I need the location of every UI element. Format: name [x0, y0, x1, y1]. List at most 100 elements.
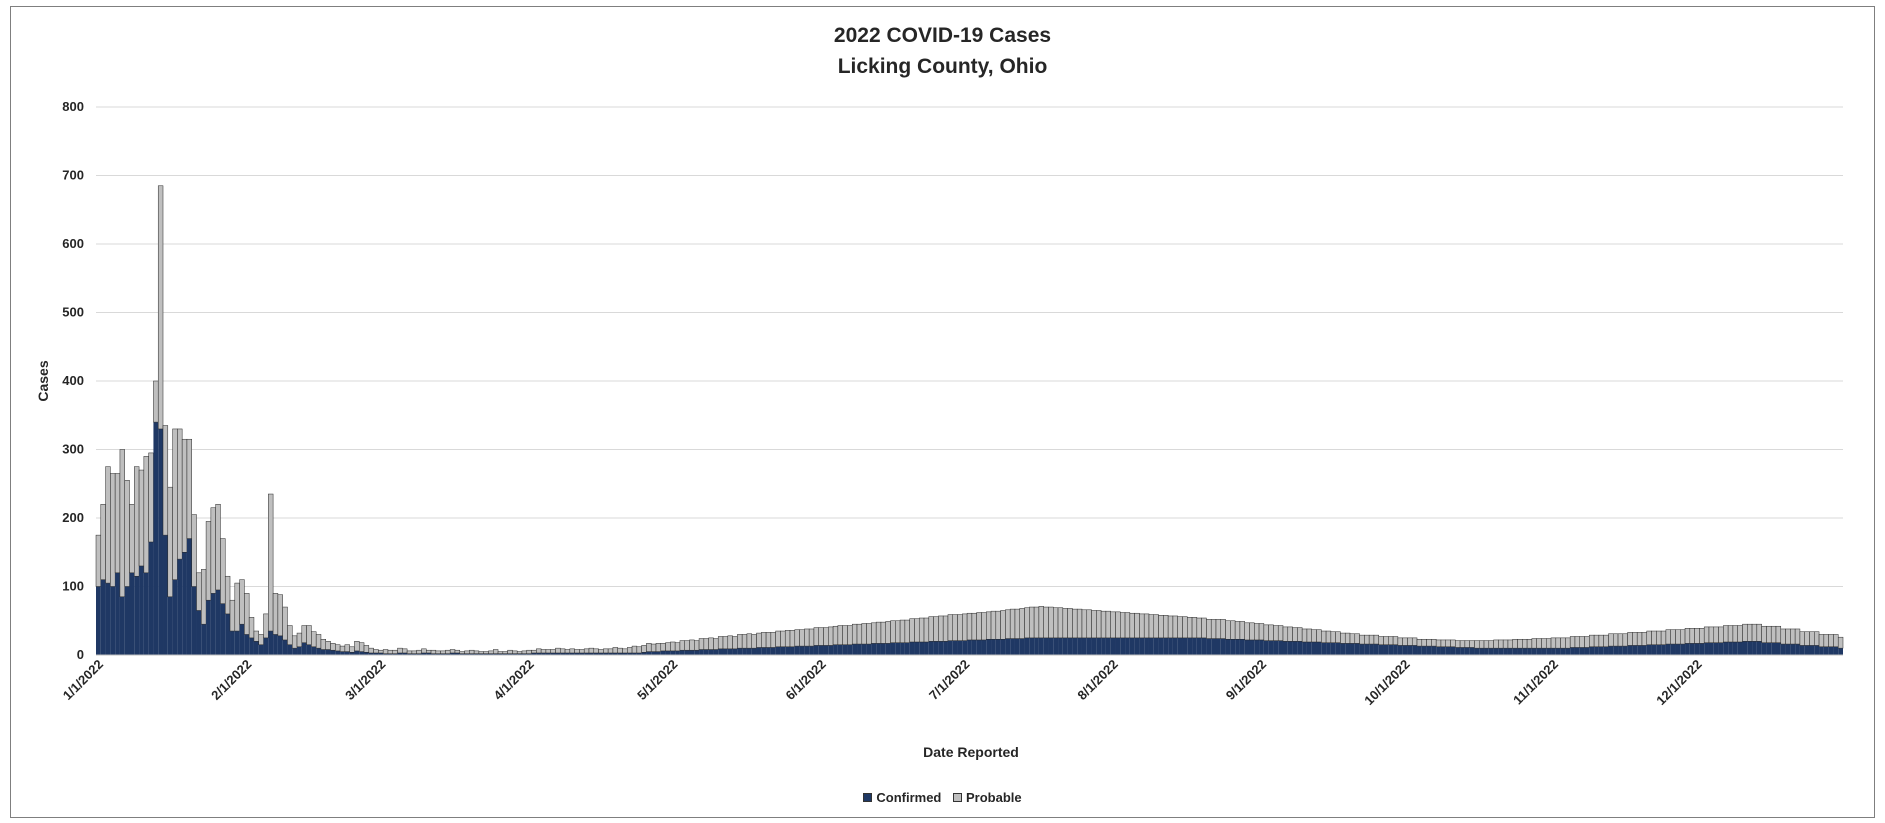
bar-confirmed — [646, 651, 652, 655]
bar-confirmed — [359, 651, 365, 655]
bar-confirmed — [1354, 643, 1360, 655]
bar-probable — [1019, 608, 1025, 639]
bar-probable — [1488, 640, 1494, 649]
bar-confirmed — [995, 639, 1001, 655]
bar-probable — [1483, 640, 1490, 649]
bar-probable — [1153, 614, 1159, 639]
bar-confirmed — [1335, 642, 1341, 655]
bar-probable — [655, 643, 662, 652]
bar-probable — [1799, 631, 1805, 646]
bar-probable — [1076, 608, 1083, 639]
bar-probable — [794, 629, 800, 647]
bar-probable — [234, 582, 240, 632]
bar-confirmed — [1316, 641, 1322, 655]
bar-confirmed — [1153, 637, 1159, 655]
bar-probable — [1780, 628, 1786, 645]
bar-confirmed — [1713, 642, 1719, 655]
bar-probable — [741, 634, 748, 649]
bar-probable — [1689, 628, 1695, 644]
bar-confirmed — [1177, 637, 1183, 655]
bar-probable — [1737, 625, 1743, 643]
bar-confirmed — [258, 644, 264, 655]
bar-confirmed — [914, 641, 920, 655]
bar-probable — [1603, 634, 1609, 648]
bar-confirmed — [1426, 646, 1432, 655]
x-tick-label: 8/1/2022 — [1074, 657, 1120, 703]
bar-probable — [134, 466, 140, 577]
bar-confirmed — [1833, 646, 1839, 655]
bar-confirmed — [1488, 648, 1494, 655]
bar-probable — [1526, 638, 1533, 649]
bar-probable — [1239, 621, 1245, 640]
bar-confirmed — [1517, 648, 1523, 655]
bar-confirmed — [612, 652, 618, 655]
bar-probable — [1029, 606, 1035, 639]
bar-confirmed — [464, 653, 470, 655]
bar-confirmed — [1795, 644, 1800, 655]
bar-probable — [1254, 623, 1260, 641]
bar-probable — [962, 613, 968, 641]
bar-probable — [311, 631, 317, 648]
bar-probable — [478, 651, 484, 654]
bar-probable — [1450, 639, 1456, 648]
y-axis-title: Cases — [35, 360, 51, 401]
bar-probable — [464, 650, 470, 654]
bar-confirmed — [746, 648, 752, 655]
bar-confirmed — [387, 653, 393, 655]
bar-probable — [1498, 639, 1504, 649]
bar-confirmed — [1637, 645, 1642, 655]
bar-confirmed — [1077, 637, 1082, 655]
bar-probable — [172, 428, 178, 580]
bar-confirmed — [1685, 643, 1690, 655]
bar-confirmed — [344, 651, 350, 655]
bar-confirmed — [1799, 645, 1805, 655]
axes: 1/1/2022 2/1/2022 3/1/2022 4/1/2022 5/1/2022… — [60, 654, 1843, 708]
bar-probable — [1517, 638, 1523, 649]
bar-confirmed — [273, 634, 278, 655]
bar-probable — [1392, 636, 1399, 645]
bar-probable — [540, 649, 547, 654]
bar-probable — [459, 651, 465, 654]
bar-confirmed — [1618, 646, 1623, 655]
bar-confirmed — [139, 565, 144, 655]
bar-probable — [440, 650, 446, 654]
bar-probable — [1809, 631, 1815, 646]
bar-probable — [1000, 610, 1006, 640]
bar-confirmed — [416, 653, 422, 655]
bar-confirmed — [751, 648, 757, 655]
bar-confirmed — [703, 649, 709, 655]
bar-probable — [253, 630, 259, 642]
bar-probable — [1627, 632, 1633, 646]
bar-probable — [1115, 611, 1121, 639]
bar-probable — [215, 504, 221, 591]
bar-confirmed — [210, 593, 216, 655]
bar-confirmed — [1498, 648, 1504, 655]
bar-probable — [775, 630, 781, 648]
bar-confirmed — [498, 653, 503, 655]
bar-confirmed — [770, 647, 776, 655]
bar-confirmed — [1455, 647, 1461, 655]
bar-confirmed — [665, 650, 671, 655]
bar-probable — [732, 636, 738, 650]
bar-confirmed — [292, 648, 298, 655]
bar-confirmed — [220, 603, 226, 655]
bar-probable — [1675, 629, 1681, 645]
bar-probable — [555, 647, 561, 654]
bar-confirmed — [1072, 637, 1078, 655]
bar-confirmed — [569, 652, 575, 655]
bar-confirmed — [790, 646, 795, 655]
bar-probable — [1359, 634, 1365, 645]
bar-probable — [435, 650, 441, 654]
bar-probable — [449, 649, 456, 654]
bar-probable — [469, 649, 475, 654]
bar-probable — [1613, 633, 1619, 647]
bars — [95, 185, 1844, 655]
bar-probable — [1177, 616, 1183, 639]
bar-confirmed — [742, 648, 747, 655]
bar-probable — [1742, 623, 1748, 642]
bar-probable — [402, 648, 408, 654]
bar-confirmed — [1168, 637, 1173, 655]
bar-confirmed — [378, 652, 384, 655]
bar-probable — [339, 645, 346, 652]
bar-probable — [1560, 637, 1566, 649]
